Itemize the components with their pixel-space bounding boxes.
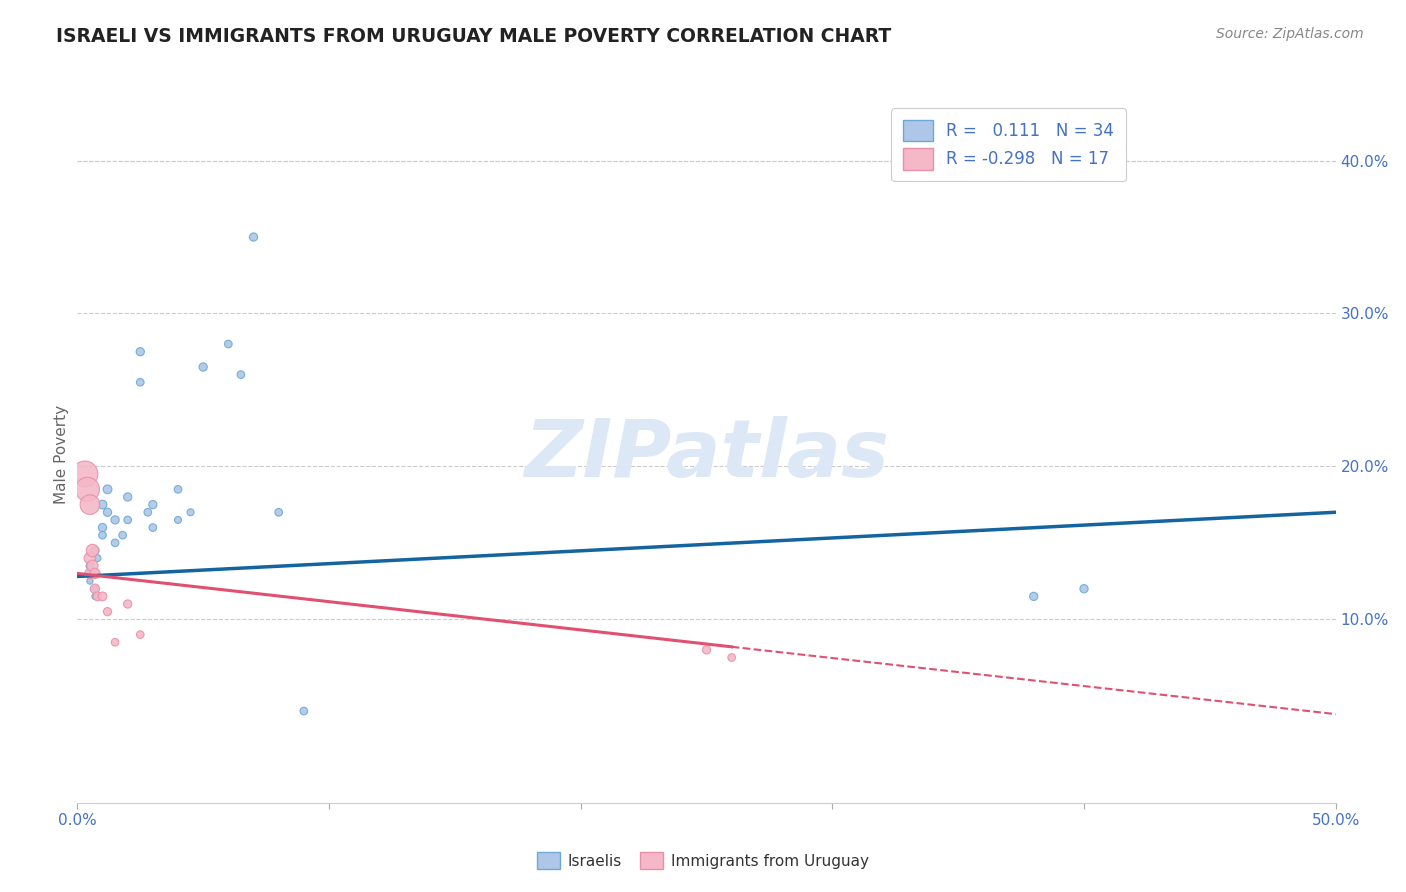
Point bbox=[79, 551, 101, 566]
Text: ISRAELI VS IMMIGRANTS FROM URUGUAY MALE POVERTY CORRELATION CHART: ISRAELI VS IMMIGRANTS FROM URUGUAY MALE … bbox=[56, 27, 891, 45]
Point bbox=[167, 483, 190, 497]
Point bbox=[117, 597, 139, 611]
Point bbox=[84, 543, 107, 558]
Point bbox=[84, 590, 107, 604]
Point bbox=[86, 551, 108, 566]
Legend: Israelis, Immigrants from Uruguay: Israelis, Immigrants from Uruguay bbox=[531, 846, 875, 875]
Point bbox=[229, 368, 252, 382]
Point bbox=[84, 582, 107, 596]
Point bbox=[129, 376, 152, 390]
Text: Source: ZipAtlas.com: Source: ZipAtlas.com bbox=[1216, 27, 1364, 41]
Point bbox=[96, 605, 118, 619]
Point bbox=[217, 337, 239, 351]
Point bbox=[1022, 590, 1045, 604]
Point bbox=[117, 490, 139, 504]
Point bbox=[1073, 582, 1095, 596]
Point bbox=[79, 566, 101, 581]
Point bbox=[82, 543, 104, 558]
Point bbox=[79, 498, 101, 512]
Point bbox=[91, 590, 114, 604]
Point bbox=[84, 566, 107, 581]
Point bbox=[76, 483, 98, 497]
Text: ZIPatlas: ZIPatlas bbox=[524, 416, 889, 494]
Y-axis label: Male Poverty: Male Poverty bbox=[53, 405, 69, 505]
Point bbox=[84, 566, 107, 581]
Point bbox=[142, 498, 165, 512]
Point bbox=[91, 528, 114, 542]
Point bbox=[79, 566, 101, 581]
Point bbox=[292, 704, 315, 718]
Point bbox=[720, 650, 742, 665]
Point bbox=[79, 558, 101, 573]
Point bbox=[267, 505, 290, 519]
Legend: R =   0.111   N = 34, R = -0.298   N = 17: R = 0.111 N = 34, R = -0.298 N = 17 bbox=[891, 109, 1126, 181]
Point bbox=[79, 574, 101, 588]
Point bbox=[167, 513, 190, 527]
Point bbox=[111, 528, 134, 542]
Point bbox=[104, 635, 127, 649]
Point bbox=[129, 344, 152, 359]
Point bbox=[180, 505, 202, 519]
Point bbox=[129, 627, 152, 641]
Point bbox=[91, 498, 114, 512]
Point bbox=[136, 505, 159, 519]
Point bbox=[96, 483, 118, 497]
Point bbox=[191, 359, 215, 374]
Point bbox=[73, 467, 96, 481]
Point bbox=[91, 520, 114, 534]
Point bbox=[104, 513, 127, 527]
Point bbox=[84, 582, 107, 596]
Point bbox=[86, 590, 108, 604]
Point bbox=[82, 558, 104, 573]
Point bbox=[104, 536, 127, 550]
Point bbox=[242, 230, 264, 244]
Point bbox=[696, 643, 718, 657]
Point bbox=[96, 505, 118, 519]
Point bbox=[142, 520, 165, 534]
Point bbox=[117, 513, 139, 527]
